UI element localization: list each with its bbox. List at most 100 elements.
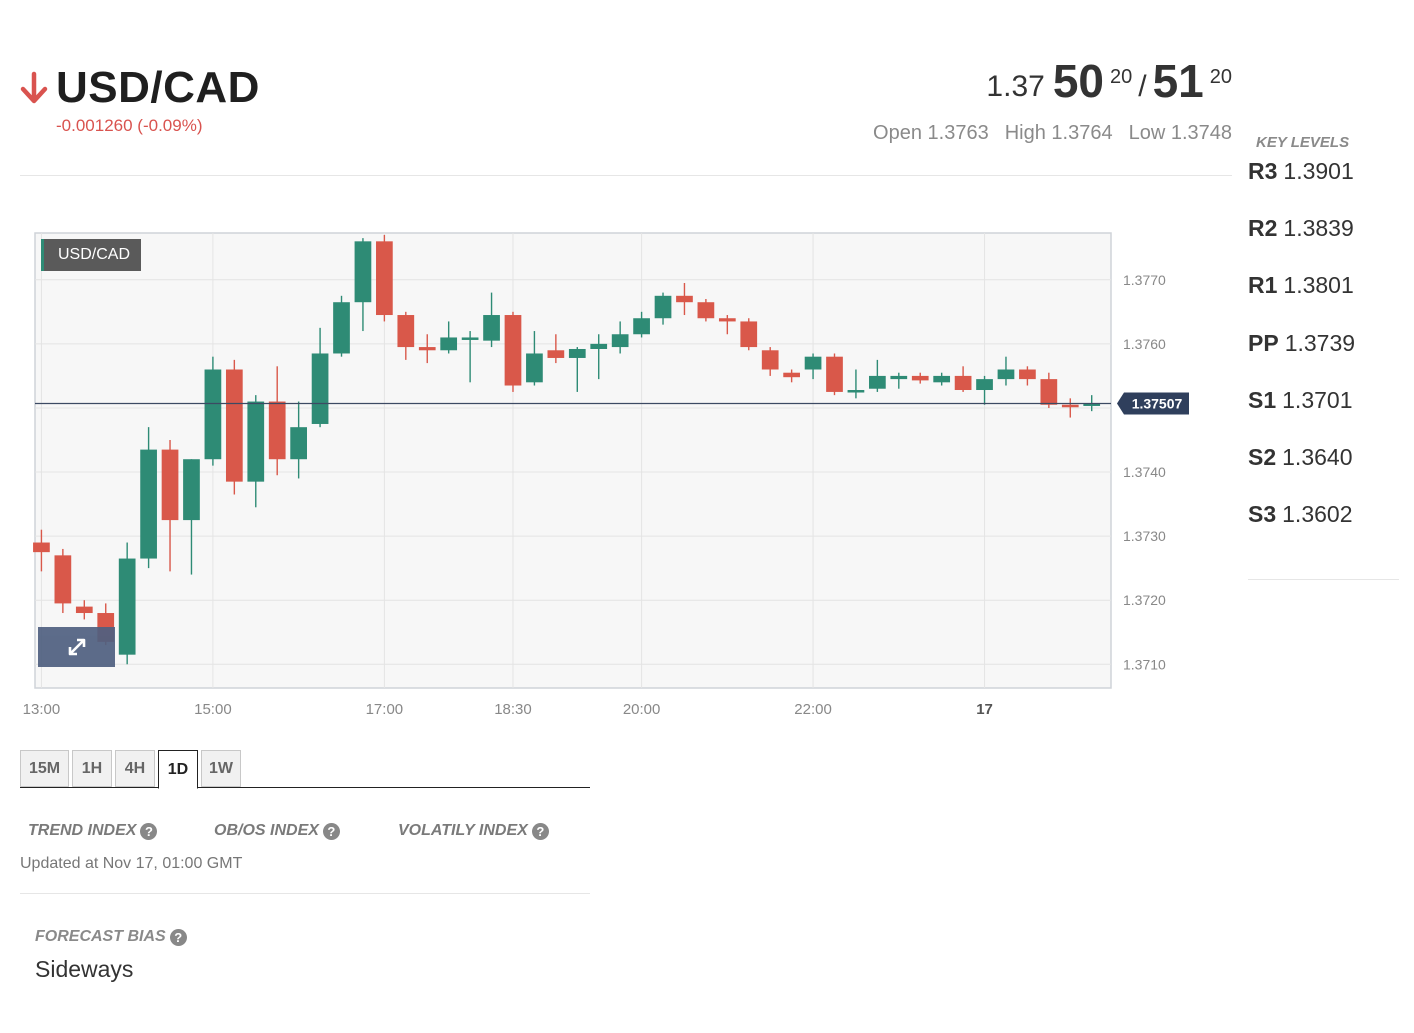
x-tick-label: 17:00: [366, 701, 404, 718]
candle-body: [247, 401, 265, 482]
candle-body: [997, 369, 1015, 380]
candle-body: [804, 356, 822, 370]
key-level-r2: R2 1.3839: [1248, 215, 1355, 272]
section-divider: [20, 893, 590, 894]
candle-body: [118, 558, 136, 655]
key-level-name: R3: [1248, 158, 1278, 184]
price-change: -0.001260 (-0.09%): [56, 116, 203, 135]
tab-1h[interactable]: 1H: [72, 750, 112, 787]
candle-body: [547, 350, 565, 358]
question-circle-icon[interactable]: ?: [322, 822, 340, 840]
tab-4h[interactable]: 4H: [115, 750, 155, 787]
ask-pips: 51: [1152, 55, 1204, 107]
x-tick-label: 13:00: [23, 701, 61, 718]
candle-body: [697, 302, 715, 319]
bid-fraction: 20: [1109, 66, 1133, 88]
candle-body: [976, 379, 993, 391]
candle-body: [161, 449, 179, 521]
candle-body: [54, 555, 72, 604]
candle-body: [526, 353, 543, 383]
key-level-pp: PP 1.3739: [1248, 330, 1355, 387]
question-circle-icon[interactable]: ?: [140, 822, 158, 840]
high-value: High 1.3764: [1004, 122, 1113, 144]
candlestick-chart[interactable]: 1.3710 1.3720 1.3730 1.3740 1.3760 1.3770 13:0…: [20, 225, 1220, 725]
candle-body: [418, 347, 436, 351]
candle-body: [333, 302, 350, 354]
key-level-value: 1.3739: [1284, 329, 1356, 356]
key-levels-list: R3 1.3901 R2 1.3839 R1 1.3801 PP 1.3739 S1 1.3701…: [1248, 158, 1355, 558]
candle-body: [504, 315, 522, 386]
candle-body: [611, 334, 629, 348]
tab-1w[interactable]: 1W: [201, 750, 241, 787]
candle-body: [311, 353, 329, 424]
y-tick-label: 1.3720: [1123, 592, 1166, 608]
candle-body: [183, 459, 200, 521]
candle-body: [483, 315, 500, 341]
obos-index-label: OB/OS INDEX: [214, 822, 319, 839]
key-level-value: 1.3901: [1283, 158, 1354, 184]
candle-body: [676, 295, 693, 303]
candle-body: [911, 375, 929, 381]
header-divider: [20, 175, 1232, 176]
current-price-label: 1.37507: [1132, 395, 1183, 411]
key-level-value: 1.3602: [1282, 501, 1353, 528]
candle-body: [740, 321, 758, 348]
volatility-index-label: VOLATILY INDEX: [398, 822, 528, 839]
quote-separator: /: [1138, 70, 1147, 103]
trend-index-label: TREND INDEX: [28, 822, 137, 839]
obos-index: OB/OS INDEX ?: [214, 822, 398, 840]
x-tick-label: 22:00: [794, 701, 832, 718]
candle-body: [1061, 404, 1079, 408]
timeframe-tabs: 15M 1H 4H 1D 1W: [20, 750, 590, 789]
tab-15m[interactable]: 15M: [20, 750, 69, 787]
expand-chart-button[interactable]: [38, 627, 115, 667]
key-level-s1: S1 1.3701: [1248, 387, 1355, 444]
key-level-r1: R1 1.3801: [1248, 272, 1355, 329]
y-tick-label: 1.3710: [1123, 656, 1166, 672]
volatility-index: VOLATILY INDEX ?: [398, 822, 549, 840]
x-tick-label: 15:00: [194, 701, 232, 718]
candle-body: [268, 401, 286, 460]
arrow-down-icon: [20, 71, 48, 104]
key-level-r3: R3 1.3901: [1248, 158, 1355, 215]
question-circle-icon[interactable]: ?: [169, 928, 187, 946]
key-level-name: S3: [1248, 501, 1277, 528]
price-chart[interactable]: 1.3710 1.3720 1.3730 1.3740 1.3760 1.3770 13:0…: [20, 225, 1220, 725]
ask-fraction: 20: [1209, 66, 1232, 88]
candle-body: [761, 350, 779, 370]
candle-body: [461, 337, 479, 340]
candle-body: [376, 241, 393, 316]
y-tick-label: 1.3770: [1123, 272, 1166, 288]
chart-symbol-badge: USD/CAD: [41, 239, 142, 271]
live-quote: 1.37 50 20 / 51 20: [986, 58, 1232, 104]
trend-index: TREND INDEX ?: [28, 822, 214, 840]
candle-body: [954, 375, 972, 391]
candle-body: [225, 369, 243, 482]
candle-body: [397, 315, 415, 348]
key-levels-divider: [1248, 579, 1399, 580]
candle-body: [826, 356, 843, 392]
index-row: TREND INDEX ? OB/OS INDEX ? VOLATILY IND…: [28, 822, 549, 840]
candle-body: [1083, 403, 1101, 406]
ohl-stats: Open 1.3763 High 1.3764 Low 1.3748: [873, 122, 1232, 145]
key-level-value: 1.3801: [1283, 272, 1354, 299]
key-level-name: S1: [1248, 386, 1277, 413]
current-price-tag: [1117, 392, 1189, 415]
candle-body: [440, 337, 458, 351]
question-circle-icon[interactable]: ?: [531, 822, 549, 840]
candle-body: [568, 348, 586, 358]
candle-body: [590, 343, 608, 349]
instrument-header: USD/CAD: [18, 60, 260, 116]
key-level-name: R2: [1248, 215, 1278, 242]
forecast-bias-label: FORECAST BIAS: [35, 928, 166, 945]
x-tick-label: 18:30: [494, 701, 532, 718]
plot-area: [34, 232, 1112, 689]
candle-body: [75, 606, 93, 614]
key-level-value: 1.3640: [1282, 443, 1353, 470]
y-tick-label: 1.3730: [1123, 528, 1166, 544]
candle-body: [140, 449, 157, 559]
key-level-s2: S2 1.3640: [1248, 444, 1355, 501]
tab-1d[interactable]: 1D: [158, 750, 198, 789]
key-level-name: S2: [1248, 443, 1277, 470]
candle-body: [933, 375, 951, 383]
